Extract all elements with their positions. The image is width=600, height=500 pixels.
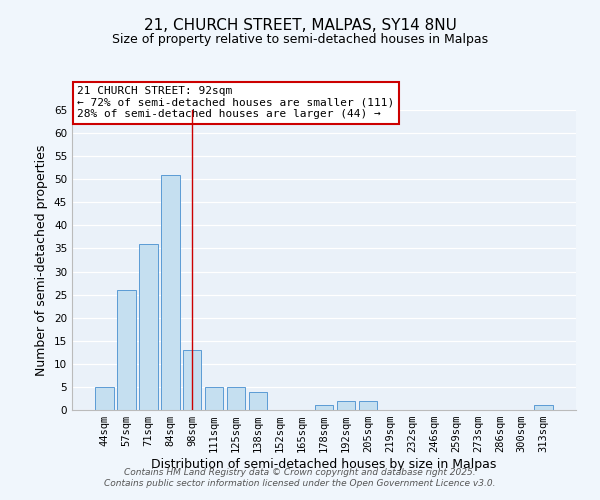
- Bar: [314, 406, 334, 410]
- Text: Size of property relative to semi-detached houses in Malpas: Size of property relative to semi-detach…: [112, 32, 488, 46]
- Bar: [359, 401, 377, 410]
- Y-axis label: Number of semi-detached properties: Number of semi-detached properties: [35, 144, 49, 376]
- Bar: [117, 290, 136, 410]
- Text: 21, CHURCH STREET, MALPAS, SY14 8NU: 21, CHURCH STREET, MALPAS, SY14 8NU: [143, 18, 457, 32]
- Bar: [249, 392, 268, 410]
- Bar: [227, 387, 245, 410]
- Bar: [183, 350, 202, 410]
- Bar: [161, 174, 179, 410]
- X-axis label: Distribution of semi-detached houses by size in Malpas: Distribution of semi-detached houses by …: [151, 458, 497, 471]
- Bar: [139, 244, 158, 410]
- Text: Contains HM Land Registry data © Crown copyright and database right 2025.
Contai: Contains HM Land Registry data © Crown c…: [104, 468, 496, 487]
- Bar: [205, 387, 223, 410]
- Text: 21 CHURCH STREET: 92sqm
← 72% of semi-detached houses are smaller (111)
28% of s: 21 CHURCH STREET: 92sqm ← 72% of semi-de…: [77, 86, 394, 119]
- Bar: [535, 406, 553, 410]
- Bar: [95, 387, 113, 410]
- Bar: [337, 401, 355, 410]
